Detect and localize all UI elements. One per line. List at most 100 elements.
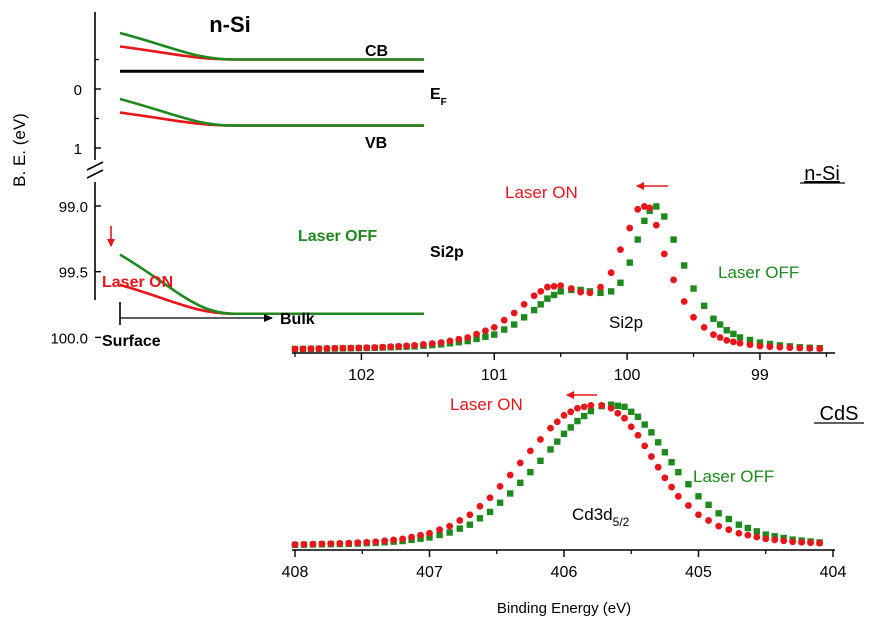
si2p-point-laser-on xyxy=(363,344,371,352)
si2p-point-laser-on xyxy=(586,289,594,297)
si2p-point-laser-on xyxy=(420,341,427,348)
cd3d-point-laser-on xyxy=(309,540,317,548)
cd3d-point-laser-on xyxy=(685,502,692,509)
si2p-point-laser-on xyxy=(557,282,565,290)
cd3d-point-laser-off xyxy=(456,525,463,532)
si2p-x-tick-label: 101 xyxy=(481,367,508,384)
cd3d-point-laser-on xyxy=(408,533,415,541)
si2p-point-laser-off xyxy=(670,236,677,243)
si2p-point-laser-on xyxy=(716,334,724,341)
cd3d-point-laser-off xyxy=(587,407,595,415)
cd3d-point-laser-off xyxy=(417,535,424,542)
cd3d-point-laser-on xyxy=(476,502,484,510)
si2p-point-laser-on xyxy=(710,331,717,338)
si2p-point-laser-on xyxy=(617,246,624,254)
cd3d-point-laser-off xyxy=(426,534,433,541)
band-y-tick-label: 99.0 xyxy=(59,199,88,216)
cd3d-point-laser-on xyxy=(607,404,615,412)
si2p-point-laser-on xyxy=(455,335,463,343)
si2p-point-laser-on xyxy=(736,339,744,347)
si2p-point-laser-on xyxy=(660,250,668,258)
cd3d-point-laser-off xyxy=(527,468,534,476)
cd3d-x-tick-label: 408 xyxy=(282,564,309,581)
cd3d-point-laser-on xyxy=(547,424,554,432)
cd3d-point-laser-on xyxy=(648,453,655,460)
si2p-point-laser-on xyxy=(510,309,518,317)
cd3d-point-laser-on xyxy=(363,538,371,546)
cd3d-point-laser-on xyxy=(574,404,581,412)
si2p-point-laser-on xyxy=(500,316,508,324)
cd3d-point-laser-off xyxy=(436,531,443,539)
cd3d-point-laser-on xyxy=(725,526,733,534)
cd3d-point-laser-on xyxy=(516,459,524,467)
si2p-point-laser-on xyxy=(347,344,355,352)
si2p-point-laser-on xyxy=(395,342,403,350)
cd3d-point-laser-off xyxy=(547,446,554,453)
si2p-sample-label: n-Si xyxy=(804,163,840,185)
si2p-point-laser-on xyxy=(464,334,472,341)
cd3d-point-laser-on xyxy=(771,536,779,544)
cd3d-point-laser-off xyxy=(668,459,675,466)
si2p-point-laser-on xyxy=(387,343,395,351)
si2p-point-laser-on xyxy=(796,344,804,352)
si2p-point-laser-off xyxy=(716,321,724,328)
band-y-tick-label: 1 xyxy=(74,141,82,158)
cb-label: CB xyxy=(365,43,388,60)
cd3d-point-laser-on xyxy=(506,471,514,479)
si2p-point-laser-off xyxy=(550,291,558,299)
si2p-point-laser-off xyxy=(730,330,737,338)
si2p-point-laser-on xyxy=(520,300,528,308)
si2p-x-tick-label: 99 xyxy=(751,367,769,384)
si2p-point-laser-on xyxy=(473,330,480,338)
cd3d-point-laser-on xyxy=(327,540,335,548)
si2p-point-laser-on xyxy=(331,344,339,352)
cd3d-point-laser-off xyxy=(695,493,702,500)
vb-curve-laser-off xyxy=(119,97,424,127)
si2p-point-laser-on xyxy=(646,204,654,212)
ef-label: EF xyxy=(430,86,447,108)
band-y-axis-label: B. E. (eV) xyxy=(10,113,29,187)
cd3d-point-laser-off xyxy=(725,515,732,523)
cd3d-point-laser-on xyxy=(436,526,443,534)
si2p-x-tick-label: 100 xyxy=(614,367,641,384)
cd3d-point-laser-off xyxy=(641,421,648,428)
si2p-point-laser-off xyxy=(557,288,564,295)
cd3d-point-laser-on xyxy=(486,494,494,502)
si2p-panel: n-Si Laser ON Laser OFF Si2p 102 101 100 99 xyxy=(291,163,845,384)
cd3d-point-laser-off xyxy=(705,501,712,509)
cd3d-point-laser-off xyxy=(753,528,760,535)
cd3d-points xyxy=(291,401,823,549)
si2p-point-laser-on xyxy=(550,282,558,290)
si2p-point-laser-on xyxy=(315,345,323,352)
si2p-point-laser-off xyxy=(501,326,508,333)
si2p-point-laser-off xyxy=(482,333,489,340)
cd3d-point-laser-on xyxy=(466,511,474,519)
cd3d-point-laser-on xyxy=(654,463,662,471)
cd3d-point-laser-off xyxy=(476,515,484,522)
cd3d-point-laser-off xyxy=(554,438,561,445)
cd3d-point-laser-on xyxy=(390,536,398,544)
band-laser-on-label: Laser ON xyxy=(102,274,173,291)
cd3d-point-laser-on xyxy=(789,538,797,546)
cd3d-point-laser-off xyxy=(537,457,544,464)
si2p-point-laser-off xyxy=(641,217,648,225)
cb-curve-laser-off xyxy=(119,31,424,61)
si2p-point-laser-off xyxy=(607,288,615,295)
si2p-point-laser-on xyxy=(597,283,604,291)
si2p-point-laser-on xyxy=(816,345,824,352)
si2p-point-laser-on xyxy=(776,343,784,351)
band-y-tick-label: 0 xyxy=(74,82,82,99)
cd3d-point-laser-off xyxy=(628,408,635,416)
si2p-point-laser-on xyxy=(355,344,363,352)
cd3d-point-laser-on xyxy=(526,447,534,455)
cd3d-point-laser-on xyxy=(807,539,814,547)
cd3d-x-tick-label: 406 xyxy=(551,564,578,581)
cd3d-point-laser-off xyxy=(517,479,524,487)
si2p-point-laser-on xyxy=(339,344,347,352)
cd3d-point-laser-on xyxy=(668,483,675,491)
cd3d-point-laser-on xyxy=(816,539,823,547)
cd3d-point-laser-on xyxy=(641,442,649,450)
cd3d-point-laser-on xyxy=(627,423,635,431)
cd3d-point-laser-off xyxy=(560,430,568,438)
si2p-point-laser-off xyxy=(746,336,754,344)
